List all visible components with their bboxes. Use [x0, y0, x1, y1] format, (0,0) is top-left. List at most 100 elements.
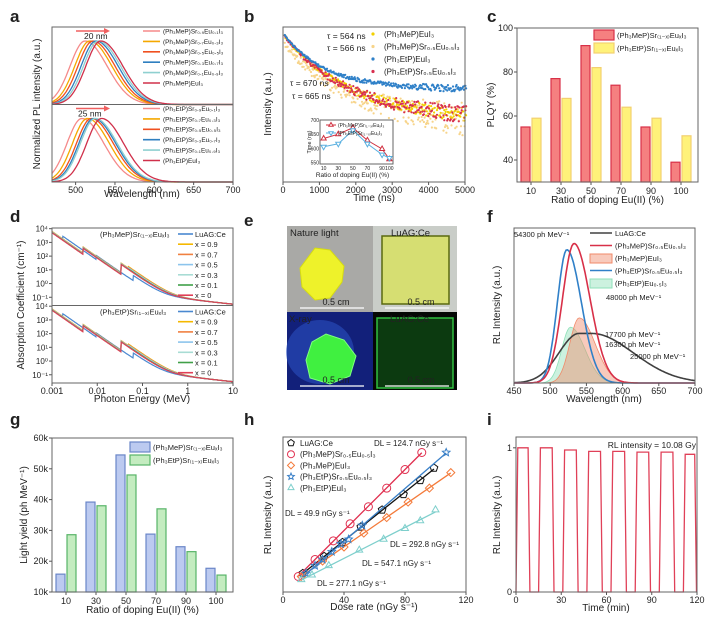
inset-x-tick-label: 90: [379, 166, 385, 172]
decay-point: [334, 76, 337, 79]
decay-point: [427, 122, 430, 125]
decay-point: [366, 89, 369, 92]
y-tick-label: 10³: [36, 238, 48, 247]
star-marker: [343, 534, 354, 544]
decay-point: [370, 100, 373, 103]
decay-point: [299, 56, 302, 59]
y-tick-label: 40k: [33, 495, 48, 505]
decay-point: [296, 55, 299, 58]
decay-point: [441, 112, 444, 115]
decay-point: [454, 108, 457, 111]
decay-point: [423, 116, 426, 119]
decay-point: [398, 107, 401, 110]
decay-point: [465, 87, 468, 90]
x-tick-label: 70: [151, 596, 161, 606]
decay-point: [437, 103, 440, 106]
decay-point: [442, 129, 445, 132]
inset-y-tick-label: 600: [311, 146, 320, 152]
fit-line: [301, 511, 436, 581]
decay-point: [380, 94, 383, 97]
decay-point: [449, 118, 452, 121]
pentagon-marker: [377, 505, 387, 514]
arrow-head-icon: [104, 28, 110, 34]
legend-label: (Ph₃MeP)Sr₀.₃Eu₀.₇I₃: [163, 60, 223, 67]
circle-marker: [287, 450, 295, 459]
decay-point: [353, 76, 356, 79]
y-tick-label: 10⁻¹: [32, 371, 48, 380]
legend-label: (Ph₃MeP)EuI₃: [300, 461, 350, 470]
y-tick-label: 80: [503, 67, 513, 77]
decay-point: [324, 71, 327, 74]
decay-point: [309, 62, 312, 66]
decay-point: [348, 75, 351, 79]
decay-point: [445, 131, 448, 134]
decay-point: [392, 108, 396, 111]
decay-point: [352, 97, 355, 100]
decay-point: [349, 91, 352, 94]
decay-point: [351, 90, 354, 93]
decay-point: [359, 90, 362, 93]
y-tick-label: 10²: [36, 330, 48, 339]
decay-point: [350, 101, 353, 104]
decay-point: [421, 119, 424, 122]
decay-point: [356, 97, 359, 100]
decay-point: [465, 105, 468, 108]
decay-point: [442, 114, 445, 117]
decay-point: [377, 96, 380, 99]
decay-point: [365, 98, 368, 101]
decay-point: [451, 111, 454, 114]
decay-point: [445, 114, 448, 117]
detection-limit-label: DL = 292.8 nGy s⁻¹: [390, 540, 459, 549]
decay-point: [403, 111, 406, 114]
decay-point: [369, 96, 372, 99]
legend-label: (Ph₃EtP)Sr₀.₉Eu₀.₁I₃: [163, 106, 221, 113]
decay-point: [344, 73, 347, 76]
decay-point: [392, 102, 395, 105]
bar: [55, 573, 66, 593]
decay-point: [369, 107, 372, 110]
legend-label: (Ph₃EtP)Sr₀.₁Eu₀.₉I₃: [163, 148, 221, 155]
decay-point: [372, 112, 375, 115]
x-tick-label: 450: [506, 386, 521, 396]
panel-label: g: [10, 410, 20, 429]
decay-point: [313, 66, 316, 69]
plot-frame: [513, 227, 696, 384]
bar: [580, 44, 591, 183]
decay-point: [427, 104, 431, 107]
decay-point: [375, 108, 378, 111]
decay-point: [368, 91, 372, 94]
decay-point: [424, 88, 427, 91]
circle-marker: [400, 465, 410, 475]
legend-label: (Ph₃MeP)Sr₀.₇Eu₀.₃I₃: [163, 39, 223, 46]
luag-plate-xray-image: [376, 317, 454, 389]
y-tick-label: 60k: [33, 433, 48, 443]
light-yield-label: 48000 ph MeV⁻¹: [606, 293, 662, 302]
x-axis-label: Time (min): [582, 603, 629, 614]
legend-label: x = 0.9: [195, 240, 218, 249]
plot-frame: [516, 27, 699, 183]
detection-limit-label: DL = 49.9 nGy s⁻¹: [285, 509, 350, 518]
decay-point: [439, 111, 442, 114]
triangle-marker: [296, 574, 306, 583]
decay-point: [344, 95, 348, 98]
decay-point: [378, 94, 381, 97]
bar: [205, 567, 216, 593]
triangle-up-marker: [378, 144, 386, 151]
decay-point: [387, 116, 390, 120]
bar: [561, 97, 572, 183]
luag-plate-image: [381, 235, 450, 305]
decay-point: [443, 112, 447, 115]
x-tick-label: 100: [673, 186, 688, 196]
decay-point: [355, 80, 358, 83]
decay-point: [435, 116, 438, 119]
star-marker: [300, 568, 311, 578]
decay-point: [374, 101, 377, 104]
decay-point: [439, 116, 442, 119]
decay-point: [424, 103, 427, 106]
decay-point: [460, 101, 463, 104]
decay-point: [361, 93, 364, 96]
decay-point: [285, 37, 289, 40]
decay-point: [384, 97, 388, 100]
decay-point: [310, 74, 313, 78]
decay-point: [458, 106, 461, 109]
